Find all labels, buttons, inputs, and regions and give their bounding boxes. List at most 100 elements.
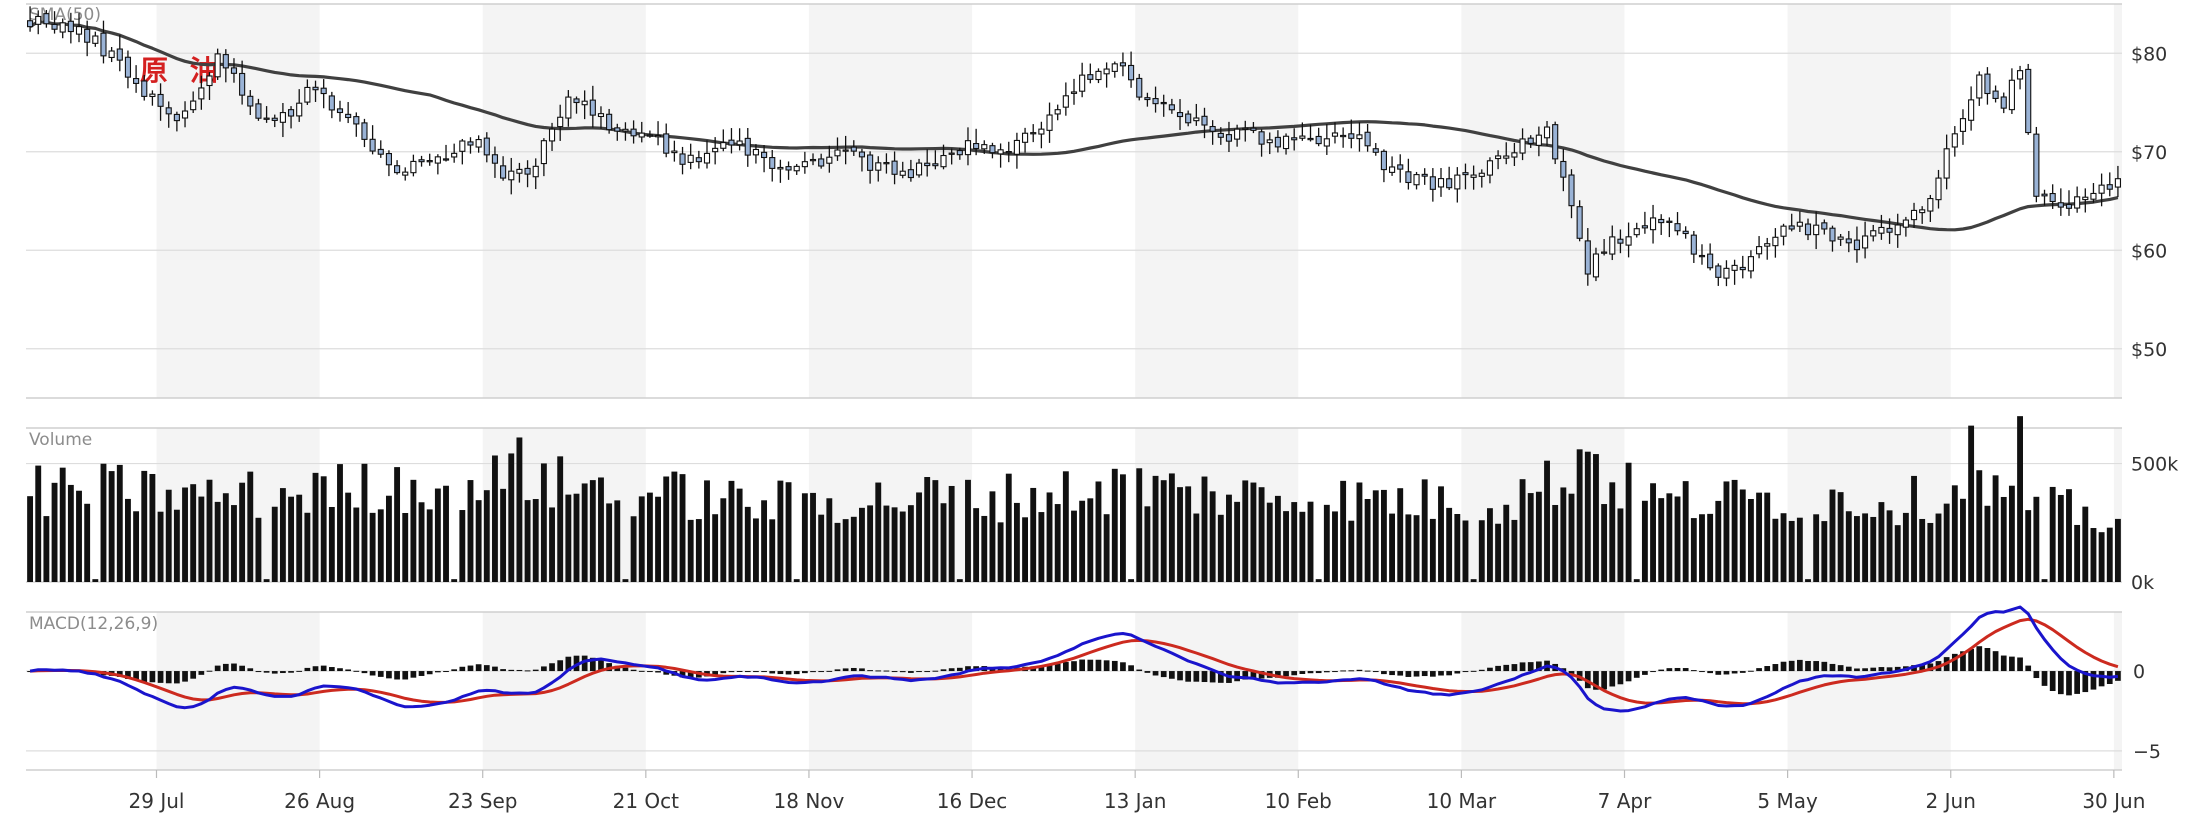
- volume-bar: [1723, 481, 1730, 582]
- candle: [1462, 163, 1469, 190]
- candle-body-down: [2049, 192, 2056, 203]
- date-band: [1135, 612, 1299, 770]
- volume-bar: [2000, 496, 2007, 582]
- candle: [328, 91, 335, 119]
- candle-body-down: [247, 95, 254, 107]
- macd-histogram-bar: [948, 668, 955, 672]
- volume-bar: [426, 509, 433, 582]
- date-band: [156, 612, 320, 770]
- volume-bar: [679, 474, 686, 582]
- macd-line: [29, 605, 2119, 713]
- candle-body-up: [1111, 63, 1118, 72]
- candle-body-down: [1641, 225, 1648, 229]
- volume-bar: [1054, 504, 1061, 582]
- volume-bar: [826, 498, 833, 582]
- macd-histogram-bar: [1340, 670, 1346, 672]
- candle: [1568, 169, 1575, 219]
- candle: [1250, 122, 1257, 134]
- candle: [394, 160, 401, 175]
- candle-body-up: [2114, 178, 2122, 188]
- candle: [1503, 142, 1510, 165]
- volume-bar: [459, 510, 466, 582]
- candle-body-up: [1340, 134, 1347, 138]
- volume-bar: [948, 485, 955, 582]
- candle-body-up: [1388, 166, 1396, 173]
- macd-histogram-bar: [956, 667, 963, 672]
- candle: [361, 118, 368, 148]
- candle: [385, 150, 393, 177]
- volume-bar: [1372, 490, 1379, 582]
- volume-bar: [646, 492, 653, 582]
- candle: [483, 132, 490, 163]
- candle: [1862, 221, 1869, 259]
- candle-body-up: [1454, 174, 1461, 190]
- candle: [1119, 52, 1127, 77]
- candle-body-down: [51, 23, 58, 30]
- macd-histogram-bar: [263, 671, 270, 673]
- macd-histogram-bar: [777, 671, 784, 675]
- candle-body-down: [1462, 172, 1469, 176]
- volume-bar: [1593, 454, 1599, 582]
- candle-body-up: [296, 102, 303, 117]
- macd-line-layer: [29, 605, 2119, 713]
- volume-bar: [1389, 513, 1396, 582]
- volume-bar: [157, 511, 164, 582]
- candle: [1495, 150, 1502, 170]
- candle: [703, 140, 711, 169]
- candle: [1764, 237, 1771, 260]
- candle: [1715, 263, 1722, 286]
- volume-bar: [451, 579, 458, 582]
- macd-histogram-bar: [1071, 661, 1077, 672]
- candle-body-up: [1470, 174, 1477, 178]
- volume-bar: [116, 464, 123, 582]
- volume-bar: [1699, 514, 1705, 582]
- macd-histogram-bar: [2049, 671, 2056, 692]
- macd-histogram-bar: [2074, 671, 2080, 694]
- macd-histogram-bar: [328, 667, 335, 672]
- macd-histogram-bar: [1682, 668, 1689, 672]
- volume-bar-layer: [27, 416, 2121, 582]
- candle-body-up: [1323, 138, 1330, 147]
- date-band: [2113, 428, 2122, 582]
- candle-body-down: [1698, 254, 1706, 258]
- candle-body-down: [100, 32, 107, 57]
- candle-body-down: [1217, 132, 1224, 138]
- volume-bar: [1234, 501, 1241, 582]
- candle-body-up: [75, 26, 83, 35]
- volume-bar: [1380, 489, 1387, 582]
- volume-bar: [785, 482, 792, 582]
- volume-bar: [1421, 479, 1428, 582]
- candle-body-down: [1258, 131, 1265, 145]
- volume-bar: [1503, 504, 1510, 582]
- volume-bar: [1079, 500, 1086, 582]
- candle: [1234, 124, 1241, 147]
- volume-bar: [598, 477, 604, 582]
- candle-body-up: [1193, 117, 1200, 122]
- candle-body-up: [1331, 132, 1339, 137]
- candle-body-down: [1527, 137, 1534, 144]
- candle: [1421, 168, 1428, 185]
- date-tick-label: 30 Jun: [2082, 789, 2145, 813]
- volume-bar: [27, 496, 34, 582]
- volume-bar: [500, 488, 507, 582]
- macd-panel-label: MACD(12,26,9): [29, 614, 158, 634]
- candle: [573, 96, 580, 114]
- candle-body-up: [1478, 172, 1485, 177]
- macd-histogram-bar: [1405, 671, 1412, 677]
- candle: [532, 158, 539, 190]
- candle: [116, 34, 123, 72]
- macd-histogram-bar: [133, 671, 139, 681]
- macd-histogram-bar: [1193, 671, 1200, 682]
- candle: [2090, 183, 2097, 203]
- candle-body-down: [1690, 234, 1697, 255]
- candle: [842, 135, 849, 165]
- candle-body-up: [1633, 228, 1640, 236]
- macd-histogram-bar: [214, 665, 221, 672]
- candle-body-down: [1225, 134, 1233, 142]
- candle: [1087, 63, 1094, 84]
- macd-histogram-bar: [149, 671, 156, 683]
- volume-bar: [67, 484, 74, 582]
- candle-body-down: [84, 28, 91, 43]
- candle-body-down: [1788, 225, 1795, 230]
- candle-body-down: [614, 127, 621, 132]
